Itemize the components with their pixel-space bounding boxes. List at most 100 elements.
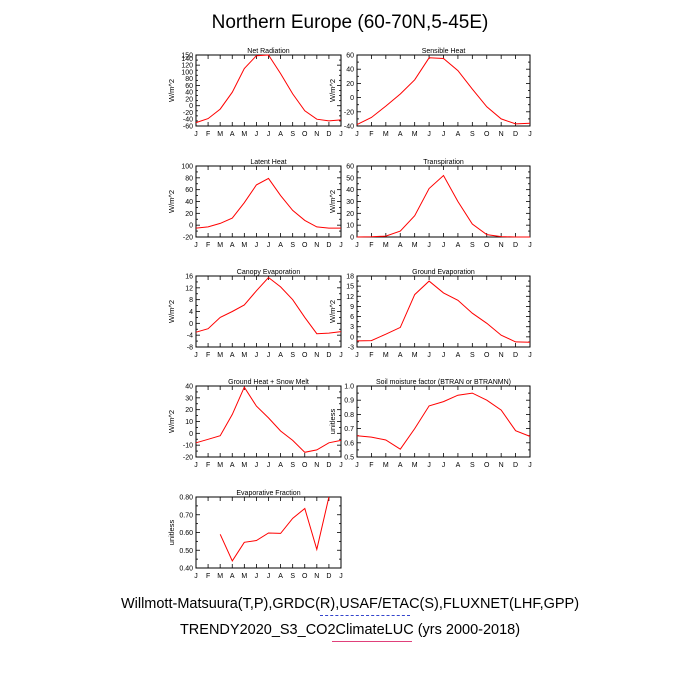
panel-title: Ground Heat + Snow Melt — [228, 379, 309, 386]
y-tick-label: 0 — [350, 95, 354, 102]
x-tick-label: J — [442, 462, 446, 469]
x-tick-label: J — [427, 462, 431, 469]
x-tick-label: J — [267, 462, 271, 469]
x-tick-label: D — [326, 352, 331, 359]
y-tick-label: 60 — [185, 83, 193, 90]
x-tick-label: J — [339, 573, 343, 580]
y-tick-label: 20 — [185, 211, 193, 218]
y-tick-label: 40 — [346, 67, 354, 74]
x-tick-label: O — [484, 242, 490, 249]
y-tick-label: 8 — [189, 297, 193, 304]
x-tick-label: A — [230, 462, 235, 469]
x-tick-label: O — [302, 573, 308, 580]
y-tick-label: 20 — [185, 407, 193, 414]
x-tick-label: J — [255, 242, 259, 249]
x-tick-label: A — [456, 352, 461, 359]
panel-soil-moisture-factor-btran-or-btranmn: Soil moisture factor (BTRAN or BTRANMN) 0… — [328, 379, 532, 469]
data-sources-caption: Willmott-Matsuura(T,P),GRDC(R),USAF/ETAC… — [120, 596, 580, 612]
y-tick-label: 0 — [350, 235, 354, 242]
page-title: Northern Europe (60-70N,5-45E) — [211, 12, 489, 33]
panel-frame — [356, 54, 531, 127]
x-tick-label: S — [470, 462, 475, 469]
series-line — [356, 392, 531, 450]
y-tick-label: 60 — [185, 187, 193, 194]
x-tick-label: M — [217, 352, 223, 359]
x-tick-label: J — [255, 352, 259, 359]
panel-frame — [356, 385, 531, 458]
x-tick-label: F — [206, 131, 210, 138]
y-tick-label: 0.40 — [179, 566, 193, 573]
y-tick-label: 0.60 — [179, 530, 193, 537]
y-tick-label: 40 — [346, 187, 354, 194]
x-tick-label: S — [470, 131, 475, 138]
y-tick-label: 0 — [189, 431, 193, 438]
panel-title: Latent Heat — [250, 159, 286, 166]
y-tick-label: 0.80 — [179, 495, 193, 502]
x-tick-label: J — [427, 352, 431, 359]
series-line — [219, 496, 330, 562]
x-tick-label: J — [194, 131, 198, 138]
x-tick-label: M — [383, 131, 389, 138]
x-tick-label: J — [528, 242, 532, 249]
x-tick-label: F — [369, 352, 373, 359]
x-tick-label: S — [290, 573, 295, 580]
y-axis-label: W/m^2 — [328, 190, 337, 213]
x-tick-label: M — [383, 352, 389, 359]
panel-title: Soil moisture factor (BTRAN or BTRANMN) — [376, 379, 511, 386]
x-tick-label: O — [484, 352, 490, 359]
y-tick-label: 0.5 — [344, 455, 354, 462]
x-tick-label: D — [326, 462, 331, 469]
y-tick-label: 60 — [346, 53, 354, 60]
x-tick-label: J — [194, 352, 198, 359]
panel-frame — [356, 165, 531, 238]
panel-frame — [195, 385, 342, 458]
panel-title: Ground Evaporation — [412, 269, 475, 276]
x-tick-label: S — [290, 131, 295, 138]
y-axis-label: W/m^2 — [167, 79, 176, 102]
y-tick-label: 0.8 — [344, 412, 354, 419]
panel-net-radiation: Net Radiation -60-40-20020406080100120140… — [167, 48, 343, 138]
x-tick-label: J — [355, 462, 359, 469]
y-axis-label: unitless — [328, 409, 337, 435]
y-tick-label: 40 — [185, 90, 193, 97]
x-tick-label: A — [230, 131, 235, 138]
x-tick-label: O — [302, 352, 308, 359]
x-tick-label: J — [267, 573, 271, 580]
x-tick-label: F — [369, 131, 373, 138]
y-tick-label: 60 — [346, 164, 354, 171]
x-tick-label: A — [278, 131, 283, 138]
x-tick-label: D — [513, 352, 518, 359]
x-tick-label: O — [302, 462, 308, 469]
series-line — [356, 57, 531, 126]
x-tick-label: A — [278, 462, 283, 469]
x-tick-label: J — [339, 352, 343, 359]
x-tick-label: J — [427, 242, 431, 249]
x-tick-label: D — [326, 242, 331, 249]
x-tick-label: A — [278, 573, 283, 580]
y-axis-label: W/m^2 — [328, 300, 337, 323]
x-tick-label: J — [355, 352, 359, 359]
y-tick-label: 18 — [346, 274, 354, 281]
y-axis-label: W/m^2 — [167, 300, 176, 323]
panel-sensible-heat: Sensible Heat -40 -20 0 20 40 60 J F M A M J J A S O N D J W… — [328, 48, 532, 138]
x-tick-label: M — [241, 573, 247, 580]
series-line — [356, 280, 531, 343]
panel-ground-evaporation: Ground Evaporation -3 0 3 6 9 12 15 18 J F M A M J J A S O… — [328, 269, 532, 359]
x-tick-label: J — [442, 131, 446, 138]
panel-ground-heat-snow-melt: Ground Heat + Snow Melt -20 -10 0 10 20 30 40 J F… — [167, 379, 343, 469]
x-tick-label: M — [383, 462, 389, 469]
series-line — [195, 177, 341, 229]
x-tick-label: O — [484, 462, 490, 469]
y-tick-label: 80 — [185, 175, 193, 182]
x-tick-label: M — [412, 462, 418, 469]
x-tick-label: A — [230, 573, 235, 580]
x-tick-label: D — [513, 462, 518, 469]
y-tick-label: 9 — [350, 304, 354, 311]
x-tick-label: N — [314, 131, 319, 138]
x-tick-label: J — [339, 242, 343, 249]
x-tick-label: J — [194, 242, 198, 249]
x-tick-label: J — [528, 131, 532, 138]
